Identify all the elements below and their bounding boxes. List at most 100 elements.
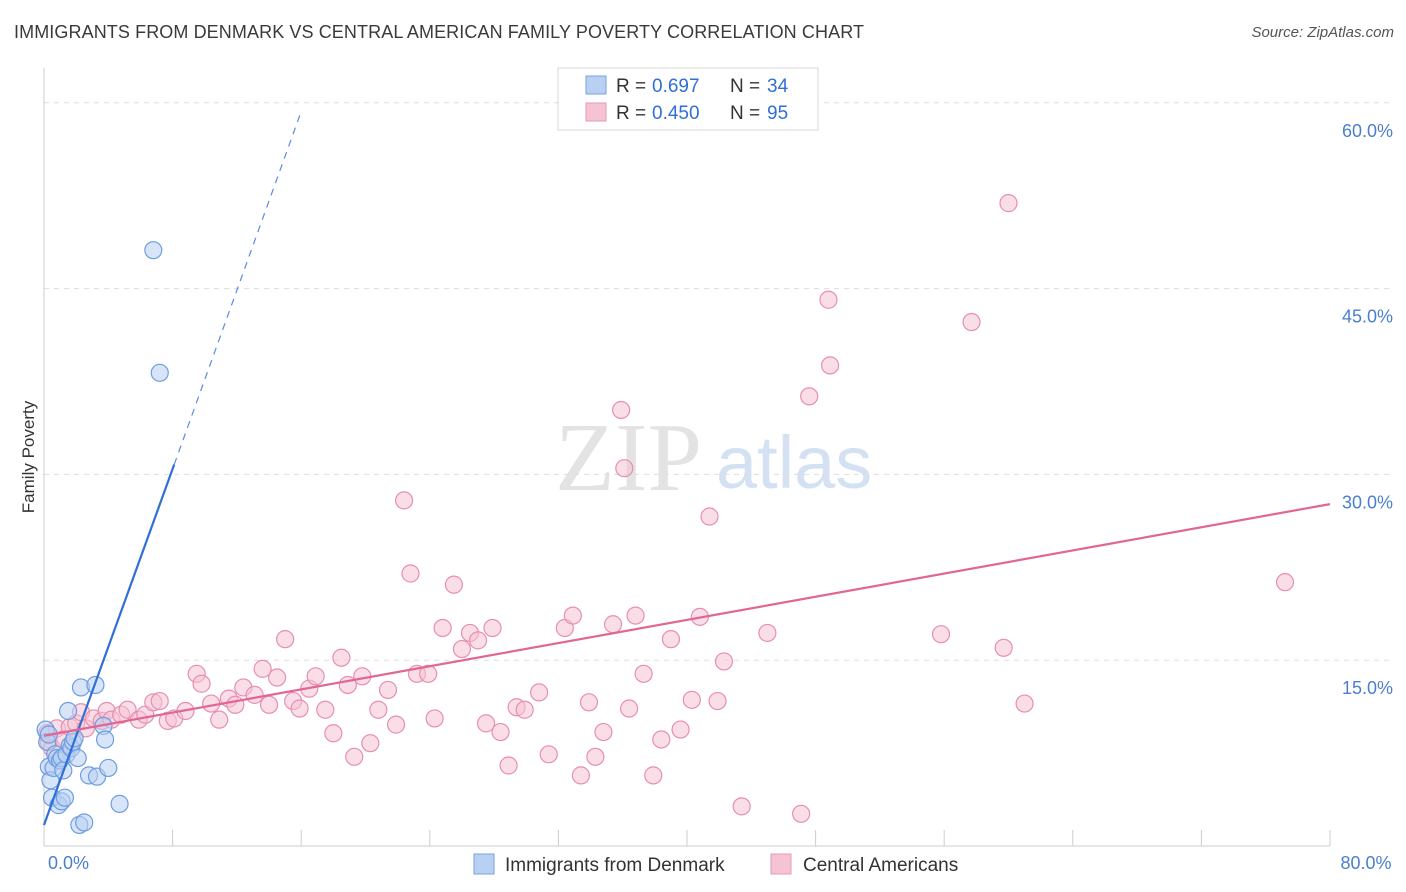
trend-lines — [42, 111, 1331, 826]
legend-r-label-central: R = — [616, 103, 646, 124]
central-americans-point-44 — [361, 734, 380, 753]
central-americans-point-89 — [792, 804, 811, 823]
central-americans-point-65 — [539, 745, 558, 764]
denmark-point-15 — [59, 701, 78, 721]
central-americans-point-70 — [586, 747, 605, 766]
central-americans-point-97 — [1015, 694, 1034, 713]
central-americans-point-58 — [476, 714, 496, 733]
legend-swatch-denmark — [585, 75, 607, 95]
legend-n-label-central: N = — [730, 103, 760, 124]
central-americans-point-37 — [306, 667, 325, 686]
x-tick-marks — [172, 830, 1331, 846]
central-americans-point-72 — [603, 615, 623, 634]
central-americans-point-91 — [819, 290, 838, 309]
central-americans-point-35 — [290, 699, 309, 718]
y-tick-label-15: 15.0% — [1342, 678, 1393, 698]
legend-r-value-central: 0.450 — [652, 103, 700, 124]
central-americans-point-68 — [571, 766, 591, 785]
central-americans-point-79 — [652, 730, 671, 749]
central-americans-point-40 — [332, 648, 351, 667]
denmark-point-32 — [150, 363, 169, 382]
central-americans-point-30 — [253, 659, 272, 678]
central-americans-point-48 — [394, 491, 414, 510]
y-axis-label: Family Poverty — [19, 400, 38, 513]
central-americans-point-18 — [150, 691, 169, 711]
denmark-point-29 — [99, 758, 118, 778]
denmark-point-20 — [68, 748, 87, 768]
central-americans-point-42 — [345, 747, 364, 766]
central-americans-point-31 — [259, 695, 279, 714]
central-americans-point-64 — [530, 683, 549, 702]
denmark-trend-extension — [173, 111, 302, 465]
denmark-point-30 — [110, 794, 129, 813]
central-americans-point-55 — [452, 639, 472, 659]
y-tick-labels: 15.0% 30.0% 45.0% 60.0% — [1342, 121, 1393, 698]
central-americans-point-63 — [515, 700, 534, 719]
watermark-atlas: atlas — [716, 421, 872, 504]
central-americans-point-45 — [369, 700, 388, 719]
source-label: Source: ZipAtlas.com — [1251, 24, 1394, 41]
central-americans-point-32 — [267, 668, 287, 687]
central-americans-point-47 — [386, 715, 406, 734]
legend-top: R = 0.697 N = 34 R = 0.450 N = 95 — [557, 67, 819, 131]
central-americans-point-69 — [579, 693, 599, 712]
denmark-point-28 — [95, 730, 115, 749]
central-americans-point-53 — [433, 618, 452, 638]
central-americans-point-23 — [192, 674, 211, 693]
legend-r-label-denmark: R = — [616, 76, 646, 97]
central-americans-point-87 — [732, 797, 751, 816]
central-americans-point-88 — [758, 623, 777, 643]
central-americans-trend-line — [43, 503, 1331, 737]
central-americans-point-84 — [700, 507, 719, 526]
central-americans-point-94 — [962, 312, 981, 332]
y-tick-label-30: 30.0% — [1342, 492, 1393, 512]
legend-bottom-label-central: Central Americans — [803, 855, 958, 876]
legend-bottom-label-denmark: Immigrants from Denmark — [505, 855, 725, 876]
legend-bottom-swatch-central — [770, 853, 792, 875]
legend-n-value-central: 95 — [767, 103, 788, 124]
central-americans-point-39 — [324, 724, 343, 743]
central-americans-point-71 — [594, 722, 613, 742]
central-americans-point-54 — [444, 575, 464, 594]
denmark-point-23 — [75, 813, 94, 832]
central-americans-point-92 — [820, 356, 840, 375]
central-americans-point-60 — [491, 722, 510, 742]
central-americans-point-96 — [999, 194, 1018, 213]
central-americans-point-78 — [644, 766, 663, 785]
central-americans-point-51 — [419, 664, 438, 683]
x-tick-label-max: 80.0% — [1340, 853, 1391, 873]
central-americans-point-82 — [682, 690, 701, 709]
central-americans-point-27 — [226, 695, 245, 714]
legend-r-value-denmark: 0.697 — [652, 76, 700, 97]
central-americans-point-29 — [245, 685, 264, 704]
central-americans-point-75 — [620, 699, 639, 718]
y-tick-label-60: 60.0% — [1342, 121, 1393, 141]
central-americans-point-98 — [1275, 573, 1295, 592]
central-americans-point-77 — [634, 664, 653, 683]
central-americans-point-57 — [468, 631, 488, 650]
central-americans-point-95 — [994, 638, 1013, 657]
central-americans-point-73 — [611, 400, 631, 420]
watermark-zip: ZIP — [555, 404, 702, 512]
central-americans-point-86 — [714, 652, 734, 671]
central-americans-point-81 — [671, 720, 690, 739]
legend-bottom: Immigrants from Denmark Central American… — [473, 853, 958, 876]
central-americans-point-93 — [931, 625, 951, 644]
central-americans-point-25 — [210, 710, 229, 729]
central-americans-point-49 — [401, 564, 420, 583]
denmark-point-13 — [55, 788, 74, 807]
denmark-trend-line — [42, 464, 176, 826]
central-americans-point-90 — [800, 387, 819, 406]
grid-lines — [44, 102, 1392, 661]
central-americans-point-46 — [378, 680, 398, 700]
central-americans-point-59 — [483, 618, 502, 638]
y-tick-label-45: 45.0% — [1342, 307, 1393, 327]
legend-bottom-swatch-denmark — [473, 853, 495, 875]
chart-title: IMMIGRANTS FROM DENMARK VS CENTRAL AMERI… — [14, 22, 865, 42]
central-americans-point-33 — [276, 630, 295, 649]
central-americans-point-52 — [425, 709, 444, 728]
central-americans-point-76 — [626, 606, 645, 625]
legend-n-label-denmark: N = — [730, 76, 760, 97]
central-americans-point-67 — [563, 606, 582, 625]
